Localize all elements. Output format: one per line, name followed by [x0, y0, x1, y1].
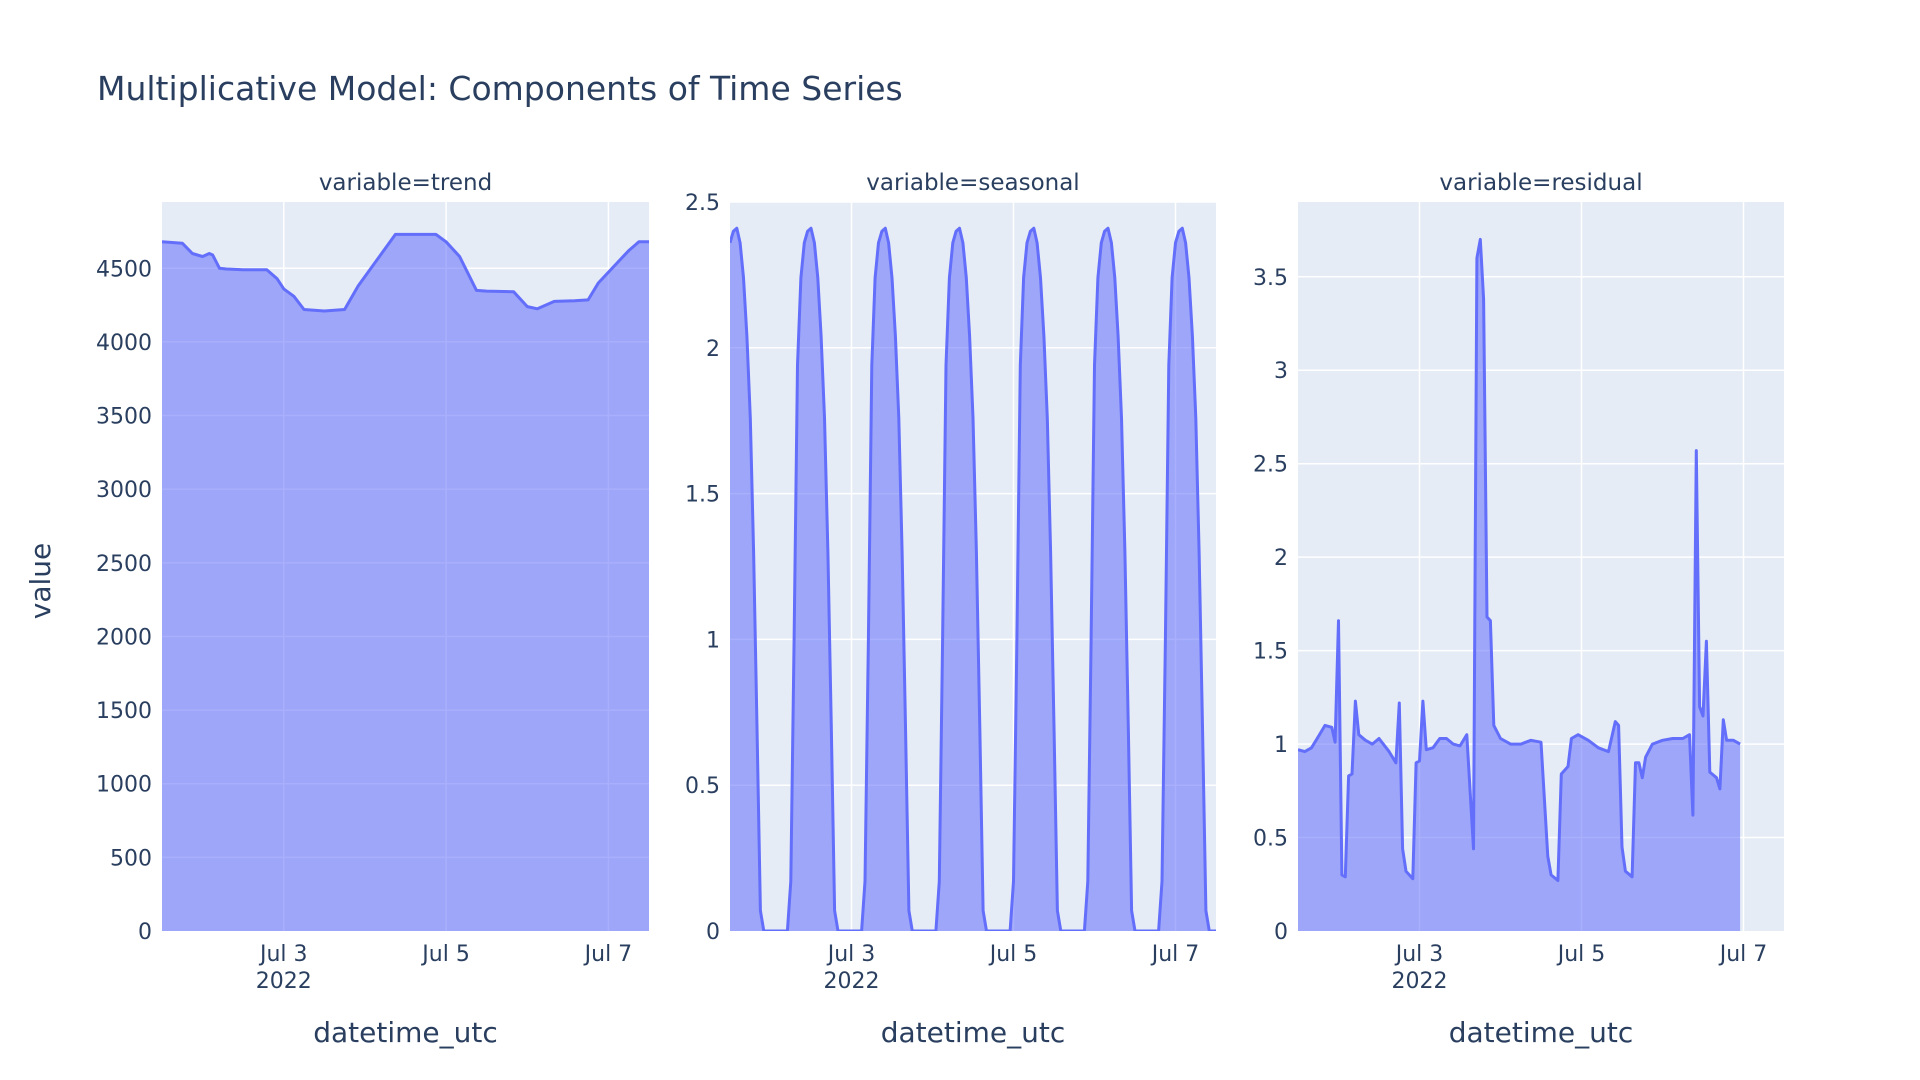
- y-tick-label: 2500: [96, 552, 152, 577]
- y-tick-label: 1: [706, 628, 720, 653]
- y-tick-label: 3500: [96, 405, 152, 430]
- y-tick-label: 3.5: [1253, 266, 1288, 291]
- y-tick-label: 2.5: [685, 191, 720, 216]
- y-tick-label: 0: [138, 920, 152, 945]
- y-tick-label: 0: [1274, 920, 1288, 945]
- y-tick-label: 1: [1274, 733, 1288, 758]
- facet-title: variable=residual: [1439, 170, 1642, 196]
- facet-title: variable=trend: [319, 170, 492, 196]
- y-tick-label: 500: [110, 846, 152, 871]
- x-tick-label: Jul 3: [826, 942, 876, 967]
- y-tick-label: 1500: [96, 699, 152, 724]
- y-tick-label: 0.5: [685, 774, 720, 799]
- y-tick-label: 4000: [96, 331, 152, 356]
- x-tick-year-label: 2022: [1392, 969, 1448, 994]
- series-line: [730, 226, 1216, 931]
- x-tick-label: Jul 7: [583, 942, 633, 967]
- x-tick-label: Jul 3: [1394, 942, 1444, 967]
- y-tick-label: 2: [1274, 546, 1288, 571]
- facet-title: variable=seasonal: [866, 170, 1079, 196]
- y-tick-label: 3000: [96, 478, 152, 503]
- x-tick-label: Jul 7: [1150, 942, 1200, 967]
- y-tick-label: 2.5: [1253, 453, 1288, 478]
- x-axis-title: datetime_utc: [1449, 1016, 1634, 1049]
- series-line: [162, 232, 649, 313]
- facet-panels: 0 500 1000 1500 2000 2500 3000 3500 4000 4500 Jul …: [96, 170, 1784, 1049]
- y-tick-label: 2000: [96, 625, 152, 650]
- series-line: [1298, 237, 1741, 882]
- x-tick-label: Jul 5: [988, 942, 1038, 967]
- y-tick-label: 1.5: [685, 483, 720, 508]
- x-tick-year-label: 2022: [256, 969, 312, 994]
- y-tick-label: 1.5: [1253, 640, 1288, 665]
- facet-panel-1: 0 500 1000 1500 2000 2500 3000 3500 4000 4500 Jul …: [96, 170, 649, 1049]
- x-tick-label: Jul 5: [420, 942, 470, 967]
- x-tick-year-label: 2022: [824, 969, 880, 994]
- x-axis-title: datetime_utc: [881, 1016, 1066, 1049]
- x-tick-label: Jul 7: [1718, 942, 1768, 967]
- x-tick-label: Jul 3: [258, 942, 308, 967]
- y-tick-label: 4500: [96, 257, 152, 282]
- chart-title: Multiplicative Model: Components of Time…: [97, 69, 903, 108]
- y-tick-label: 1000: [96, 773, 152, 798]
- y-tick-label: 3: [1274, 359, 1288, 384]
- y-tick-label: 0: [706, 920, 720, 945]
- x-axis-title: datetime_utc: [313, 1016, 498, 1049]
- x-tick-label: Jul 5: [1556, 942, 1606, 967]
- y-tick-label: 2: [706, 337, 720, 362]
- series-area: [1298, 239, 1741, 931]
- y-axis-title: value: [24, 543, 57, 619]
- y-tick-label: 0.5: [1253, 827, 1288, 852]
- series-area: [162, 234, 649, 931]
